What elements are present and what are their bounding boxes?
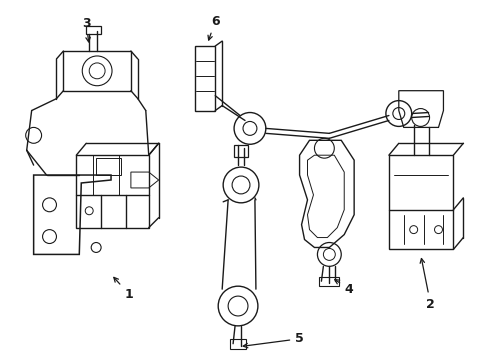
Bar [63,51,131,91]
Bar [230,339,245,349]
Text: 2: 2 [419,258,434,311]
Bar [96,158,121,175]
Bar [195,46,215,111]
Bar [319,277,339,286]
Text: 6: 6 [207,15,219,40]
Text: 3: 3 [82,17,90,42]
Bar [76,155,148,228]
Text: 5: 5 [243,332,304,348]
Text: 4: 4 [334,280,353,296]
Bar [86,26,101,34]
Text: 1: 1 [114,277,133,301]
Bar [234,145,247,157]
Bar [388,155,452,249]
